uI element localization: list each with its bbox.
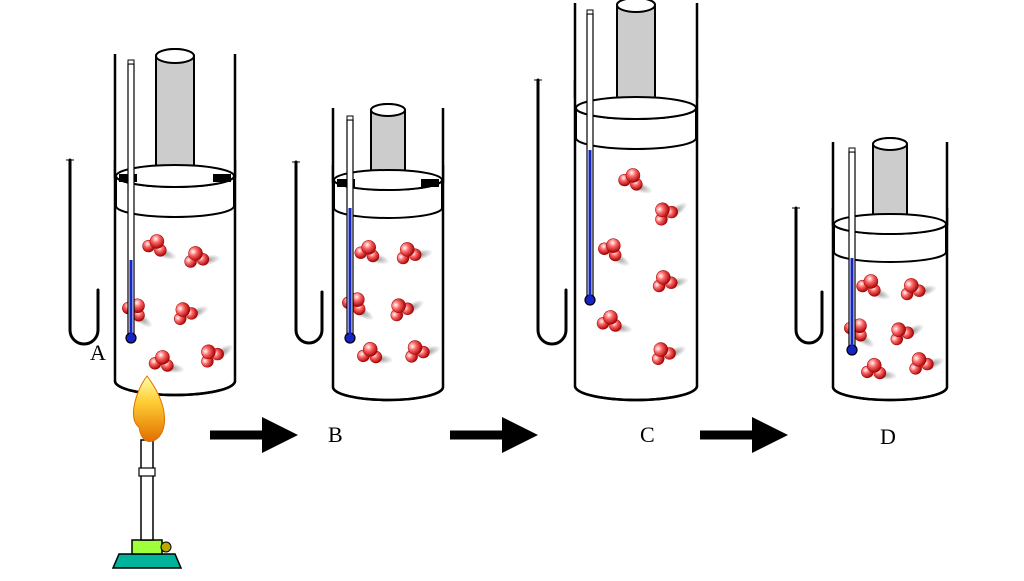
setup-B: B: [328, 104, 443, 447]
manometer-hook: [70, 160, 98, 344]
thermometer: [126, 60, 136, 343]
manometer-hook: [296, 162, 322, 343]
thermometer: [345, 116, 355, 343]
manometer-hook: [538, 80, 566, 344]
label-A: A: [90, 340, 106, 365]
label-B: B: [328, 422, 343, 447]
label-C: C: [640, 422, 655, 447]
setup-A: A: [90, 49, 236, 395]
bunsen-burner: [113, 376, 181, 568]
stopper-right: [213, 174, 231, 182]
diagram-canvas: A B C D: [0, 0, 1024, 581]
thermometer: [585, 10, 595, 305]
thermometer: [847, 148, 857, 355]
manometer-hook: [796, 208, 822, 343]
label-D: D: [880, 424, 896, 449]
stopper-right: [421, 179, 439, 187]
